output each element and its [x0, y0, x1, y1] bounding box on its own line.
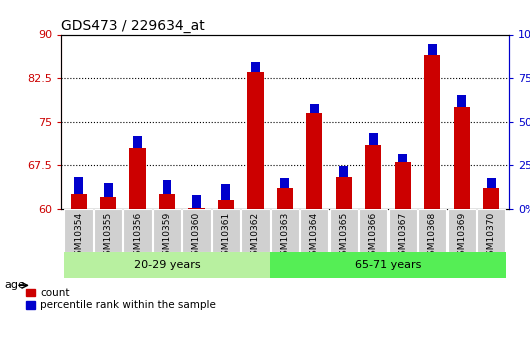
Bar: [487, 178, 496, 188]
Bar: [133, 136, 142, 148]
Bar: [454, 107, 470, 209]
Text: GSM10368: GSM10368: [428, 212, 437, 262]
Bar: [395, 162, 411, 209]
Bar: [457, 95, 466, 107]
Bar: [339, 166, 348, 177]
Text: GSM10365: GSM10365: [339, 212, 348, 262]
Bar: [277, 188, 293, 209]
FancyBboxPatch shape: [330, 209, 358, 252]
Bar: [222, 184, 231, 200]
Text: GSM10370: GSM10370: [487, 212, 496, 262]
Text: GSM10355: GSM10355: [103, 212, 112, 262]
Text: GSM10366: GSM10366: [369, 212, 378, 262]
FancyBboxPatch shape: [212, 209, 240, 252]
Bar: [74, 177, 83, 194]
Bar: [188, 208, 205, 209]
Bar: [70, 194, 87, 209]
Bar: [424, 55, 440, 209]
Text: GSM10364: GSM10364: [310, 212, 319, 261]
Text: GSM10363: GSM10363: [280, 212, 289, 262]
FancyBboxPatch shape: [65, 209, 93, 252]
Bar: [248, 72, 263, 209]
Bar: [251, 62, 260, 72]
Text: GSM10361: GSM10361: [222, 212, 231, 262]
Text: 65-71 years: 65-71 years: [355, 260, 421, 270]
Text: 20-29 years: 20-29 years: [134, 260, 200, 270]
Bar: [104, 183, 112, 197]
Bar: [310, 104, 319, 113]
Bar: [365, 145, 382, 209]
FancyBboxPatch shape: [241, 209, 270, 252]
FancyBboxPatch shape: [477, 209, 505, 252]
Bar: [306, 113, 322, 209]
Bar: [398, 154, 407, 162]
FancyBboxPatch shape: [64, 252, 270, 278]
Text: GSM10356: GSM10356: [133, 212, 142, 262]
Bar: [192, 195, 201, 208]
Bar: [335, 177, 352, 209]
Text: GSM10369: GSM10369: [457, 212, 466, 262]
Bar: [129, 148, 146, 209]
FancyBboxPatch shape: [418, 209, 446, 252]
FancyBboxPatch shape: [270, 252, 506, 278]
FancyBboxPatch shape: [359, 209, 387, 252]
FancyBboxPatch shape: [388, 209, 417, 252]
Text: GSM10360: GSM10360: [192, 212, 201, 262]
Bar: [369, 132, 378, 145]
Text: GDS473 / 229634_at: GDS473 / 229634_at: [61, 19, 205, 33]
Bar: [163, 180, 172, 194]
Bar: [483, 188, 499, 209]
Bar: [159, 194, 175, 209]
Text: GSM10367: GSM10367: [398, 212, 407, 262]
Legend: count, percentile rank within the sample: count, percentile rank within the sample: [26, 288, 216, 310]
Bar: [100, 197, 116, 209]
Text: GSM10359: GSM10359: [163, 212, 172, 262]
Bar: [428, 45, 437, 55]
Bar: [218, 200, 234, 209]
FancyBboxPatch shape: [271, 209, 299, 252]
FancyBboxPatch shape: [447, 209, 476, 252]
Bar: [280, 178, 289, 188]
FancyBboxPatch shape: [182, 209, 210, 252]
FancyBboxPatch shape: [300, 209, 329, 252]
FancyBboxPatch shape: [94, 209, 122, 252]
FancyBboxPatch shape: [153, 209, 181, 252]
FancyBboxPatch shape: [123, 209, 152, 252]
Text: GSM10362: GSM10362: [251, 212, 260, 261]
Text: age: age: [4, 280, 25, 290]
Text: GSM10354: GSM10354: [74, 212, 83, 261]
